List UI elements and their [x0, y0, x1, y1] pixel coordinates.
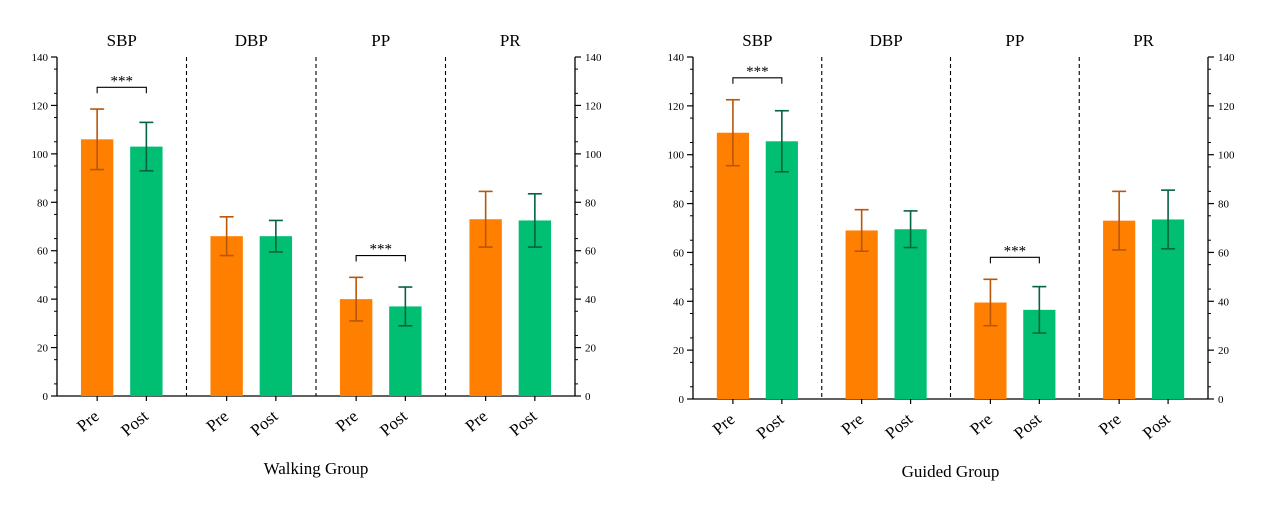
x-axis-title: Guided Group: [902, 462, 1000, 481]
x-tick-label-post: Post: [117, 406, 152, 440]
panel-label-pr: PR: [1133, 31, 1154, 50]
significance-bracket: [96, 86, 147, 94]
bar-pre: [845, 230, 878, 399]
y-tick-label-left: 80: [673, 199, 685, 211]
bar-pre: [469, 219, 502, 396]
y-tick-label-right: 40: [1218, 296, 1230, 308]
significance-label: ***: [370, 242, 393, 258]
y-tick-label-right: 140: [1218, 52, 1235, 64]
y-tick-label-right: 0: [585, 391, 591, 403]
y-tick-label-left: 20: [673, 345, 685, 357]
y-tick-label-right: 60: [585, 246, 597, 258]
y-tick-label-right: 100: [1218, 150, 1235, 162]
y-tick-label-left: 40: [37, 294, 49, 306]
x-tick-label-post: Post: [1139, 409, 1174, 443]
x-tick-label-pre: Pre: [966, 410, 996, 439]
significance-label: ***: [746, 64, 769, 80]
x-tick-label-post: Post: [1010, 409, 1045, 443]
panel-label-sbp: SBP: [742, 31, 772, 50]
panel-label-pr: PR: [500, 31, 521, 50]
y-tick-label-right: 140: [585, 52, 602, 64]
bar-post: [259, 236, 293, 396]
bar-pre: [716, 132, 750, 399]
y-tick-label-right: 100: [585, 149, 602, 161]
y-tick-label-right: 80: [1218, 199, 1230, 211]
x-tick-label-post: Post: [376, 406, 411, 440]
panel-label-pp: PP: [371, 31, 390, 50]
panel-label-dbp: DBP: [235, 31, 268, 50]
x-tick-label-pre: Pre: [73, 407, 103, 436]
chart-2: 0 0 20 20 40 40 60 60 80 80 100 100 120 120 140 140 SBP P…: [668, 31, 1236, 481]
x-tick-label-pre: Pre: [838, 410, 868, 439]
bar-post: [130, 146, 163, 396]
y-tick-label-left: 0: [679, 394, 685, 406]
x-tick-label-pre: Pre: [462, 407, 492, 436]
y-tick-label-left: 60: [37, 246, 49, 258]
chart-1: 0 0 20 20 40 40 60 60 80 80 100 100 120 120 140 140 SBP P…: [32, 31, 603, 478]
x-axis-title: Walking Group: [264, 459, 369, 478]
significance-bracket: [355, 255, 406, 262]
panel-label-pp: PP: [1005, 31, 1024, 50]
bar-pre: [80, 139, 114, 397]
x-tick-label-pre: Pre: [709, 410, 739, 439]
significance-label: ***: [1004, 243, 1027, 259]
y-tick-label-left: 140: [32, 52, 49, 64]
y-tick-label-left: 40: [673, 296, 685, 308]
y-tick-label-right: 80: [585, 197, 597, 209]
y-tick-label-left: 140: [668, 52, 685, 64]
y-tick-label-left: 20: [37, 343, 49, 355]
y-tick-label-left: 100: [668, 150, 685, 162]
y-tick-label-right: 20: [585, 343, 597, 355]
y-tick-label-left: 120: [668, 101, 685, 113]
y-tick-label-right: 120: [585, 100, 602, 112]
x-tick-label-pre: Pre: [203, 407, 233, 436]
x-tick-label-post: Post: [506, 406, 541, 440]
y-tick-label-right: 40: [585, 294, 597, 306]
y-tick-label-left: 0: [43, 391, 49, 403]
x-tick-label-post: Post: [247, 406, 282, 440]
bar-post: [765, 141, 798, 399]
x-tick-label-pre: Pre: [1095, 410, 1125, 439]
y-tick-label-left: 120: [32, 100, 49, 112]
significance-label: ***: [111, 73, 134, 89]
y-tick-label-left: 80: [37, 197, 49, 209]
y-tick-label-right: 20: [1218, 345, 1230, 357]
x-tick-label-post: Post: [882, 409, 917, 443]
significance-bracket: [989, 256, 1040, 264]
significance-bracket: [732, 77, 783, 84]
y-tick-label-right: 120: [1218, 101, 1235, 113]
y-tick-label-left: 100: [32, 149, 49, 161]
bar-pre: [210, 236, 243, 396]
bar-post: [894, 229, 927, 399]
y-tick-label-right: 60: [1218, 247, 1230, 259]
y-tick-label-left: 60: [673, 247, 685, 259]
panel-label-dbp: DBP: [870, 31, 903, 50]
x-tick-label-pre: Pre: [332, 407, 362, 436]
x-tick-label-post: Post: [753, 409, 788, 443]
bar-post: [518, 220, 552, 396]
y-tick-label-right: 0: [1218, 394, 1224, 406]
panel-label-sbp: SBP: [107, 31, 137, 50]
